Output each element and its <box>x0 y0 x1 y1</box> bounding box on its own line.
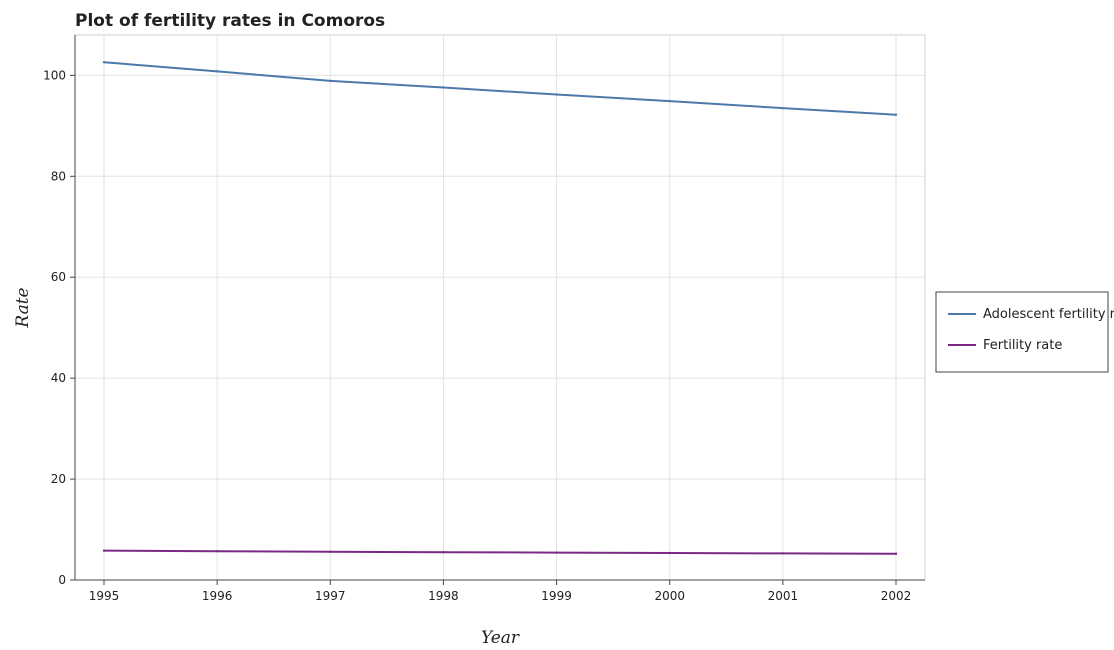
x-tick-label: 1997 <box>315 589 346 603</box>
x-tick-label: 1999 <box>541 589 572 603</box>
x-tick-label: 2002 <box>881 589 912 603</box>
y-tick-label: 100 <box>43 68 66 82</box>
y-tick-label: 0 <box>58 573 66 587</box>
data-point <box>102 61 106 64</box>
x-tick-label: 1998 <box>428 589 459 603</box>
y-tick-label: 40 <box>51 371 66 385</box>
data-point <box>329 550 332 553</box>
legend-label: Adolescent fertility rate <box>983 307 1114 322</box>
series-lines <box>102 61 898 555</box>
legend: Adolescent fertility rate Fertility rate <box>935 291 1114 373</box>
data-point <box>555 551 558 554</box>
data-point <box>215 70 219 73</box>
x-tick-label: 2000 <box>654 589 685 603</box>
legend-label: Fertility rate <box>983 338 1062 353</box>
data-point <box>329 79 332 83</box>
data-point <box>894 552 898 555</box>
x-tick-label: 2001 <box>768 589 799 603</box>
data-point <box>442 550 445 554</box>
legend-box <box>935 291 1109 373</box>
data-point <box>781 552 785 555</box>
y-axis-label: Rate <box>13 287 33 328</box>
y-tick-label: 80 <box>51 169 66 183</box>
y-tick-label: 60 <box>51 270 66 284</box>
data-point <box>215 550 219 553</box>
data-point <box>668 99 671 103</box>
data-point <box>555 93 558 96</box>
data-point <box>102 549 106 552</box>
data-point <box>781 106 785 110</box>
x-tick-label: 1996 <box>202 589 233 603</box>
x-axis-label: Year <box>481 628 520 648</box>
data-point <box>442 86 445 89</box>
plot-frame <box>74 34 926 581</box>
series-line <box>103 61 897 116</box>
axes: 1995 1996 1997 1998 1999 2000 2001 2002 0 20 40 60 8… <box>43 34 926 603</box>
series-line <box>103 549 897 555</box>
y-tick-label: 20 <box>51 472 66 486</box>
chart-title: Plot of fertility rates in Comoros <box>75 11 385 31</box>
data-point <box>668 551 671 555</box>
grid-lines <box>75 35 925 581</box>
x-tick-label: 1995 <box>89 589 120 603</box>
data-point <box>894 113 898 116</box>
